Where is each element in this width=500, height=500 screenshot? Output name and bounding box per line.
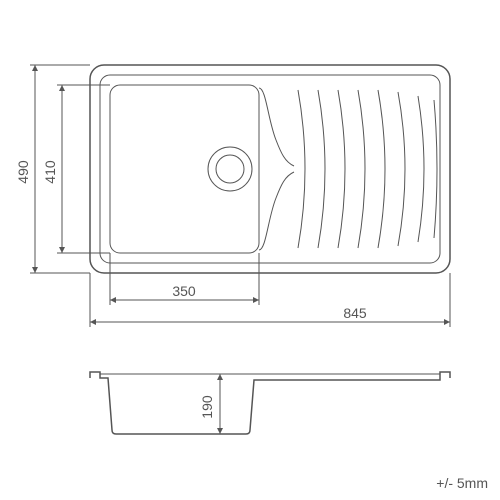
dim-depth: 190 <box>199 395 215 419</box>
sink-outer-rim <box>90 65 450 273</box>
side-view: 190 <box>90 372 450 434</box>
dim-height-overall: 490 <box>15 160 31 184</box>
drain-outer <box>208 147 252 191</box>
sink-inner-ledge <box>100 75 440 263</box>
top-view <box>90 65 450 273</box>
sink-bowl <box>110 85 259 253</box>
dimension-drawing: 490 410 350 845 190 +/- 5mm <box>0 0 500 500</box>
transition-top <box>259 88 294 166</box>
dim-bowl-width: 350 <box>172 283 196 299</box>
drainboard-edge <box>434 100 437 238</box>
tolerance-note: +/- 5mm <box>436 475 488 491</box>
drainboard-ribs <box>298 90 424 248</box>
side-profile <box>90 372 450 434</box>
drain-inner <box>216 155 244 183</box>
transition-bottom <box>259 172 294 250</box>
top-view-dimensions: 490 410 350 845 <box>15 65 450 327</box>
dim-height-inner: 410 <box>42 160 58 184</box>
dim-width-overall: 845 <box>343 305 367 321</box>
